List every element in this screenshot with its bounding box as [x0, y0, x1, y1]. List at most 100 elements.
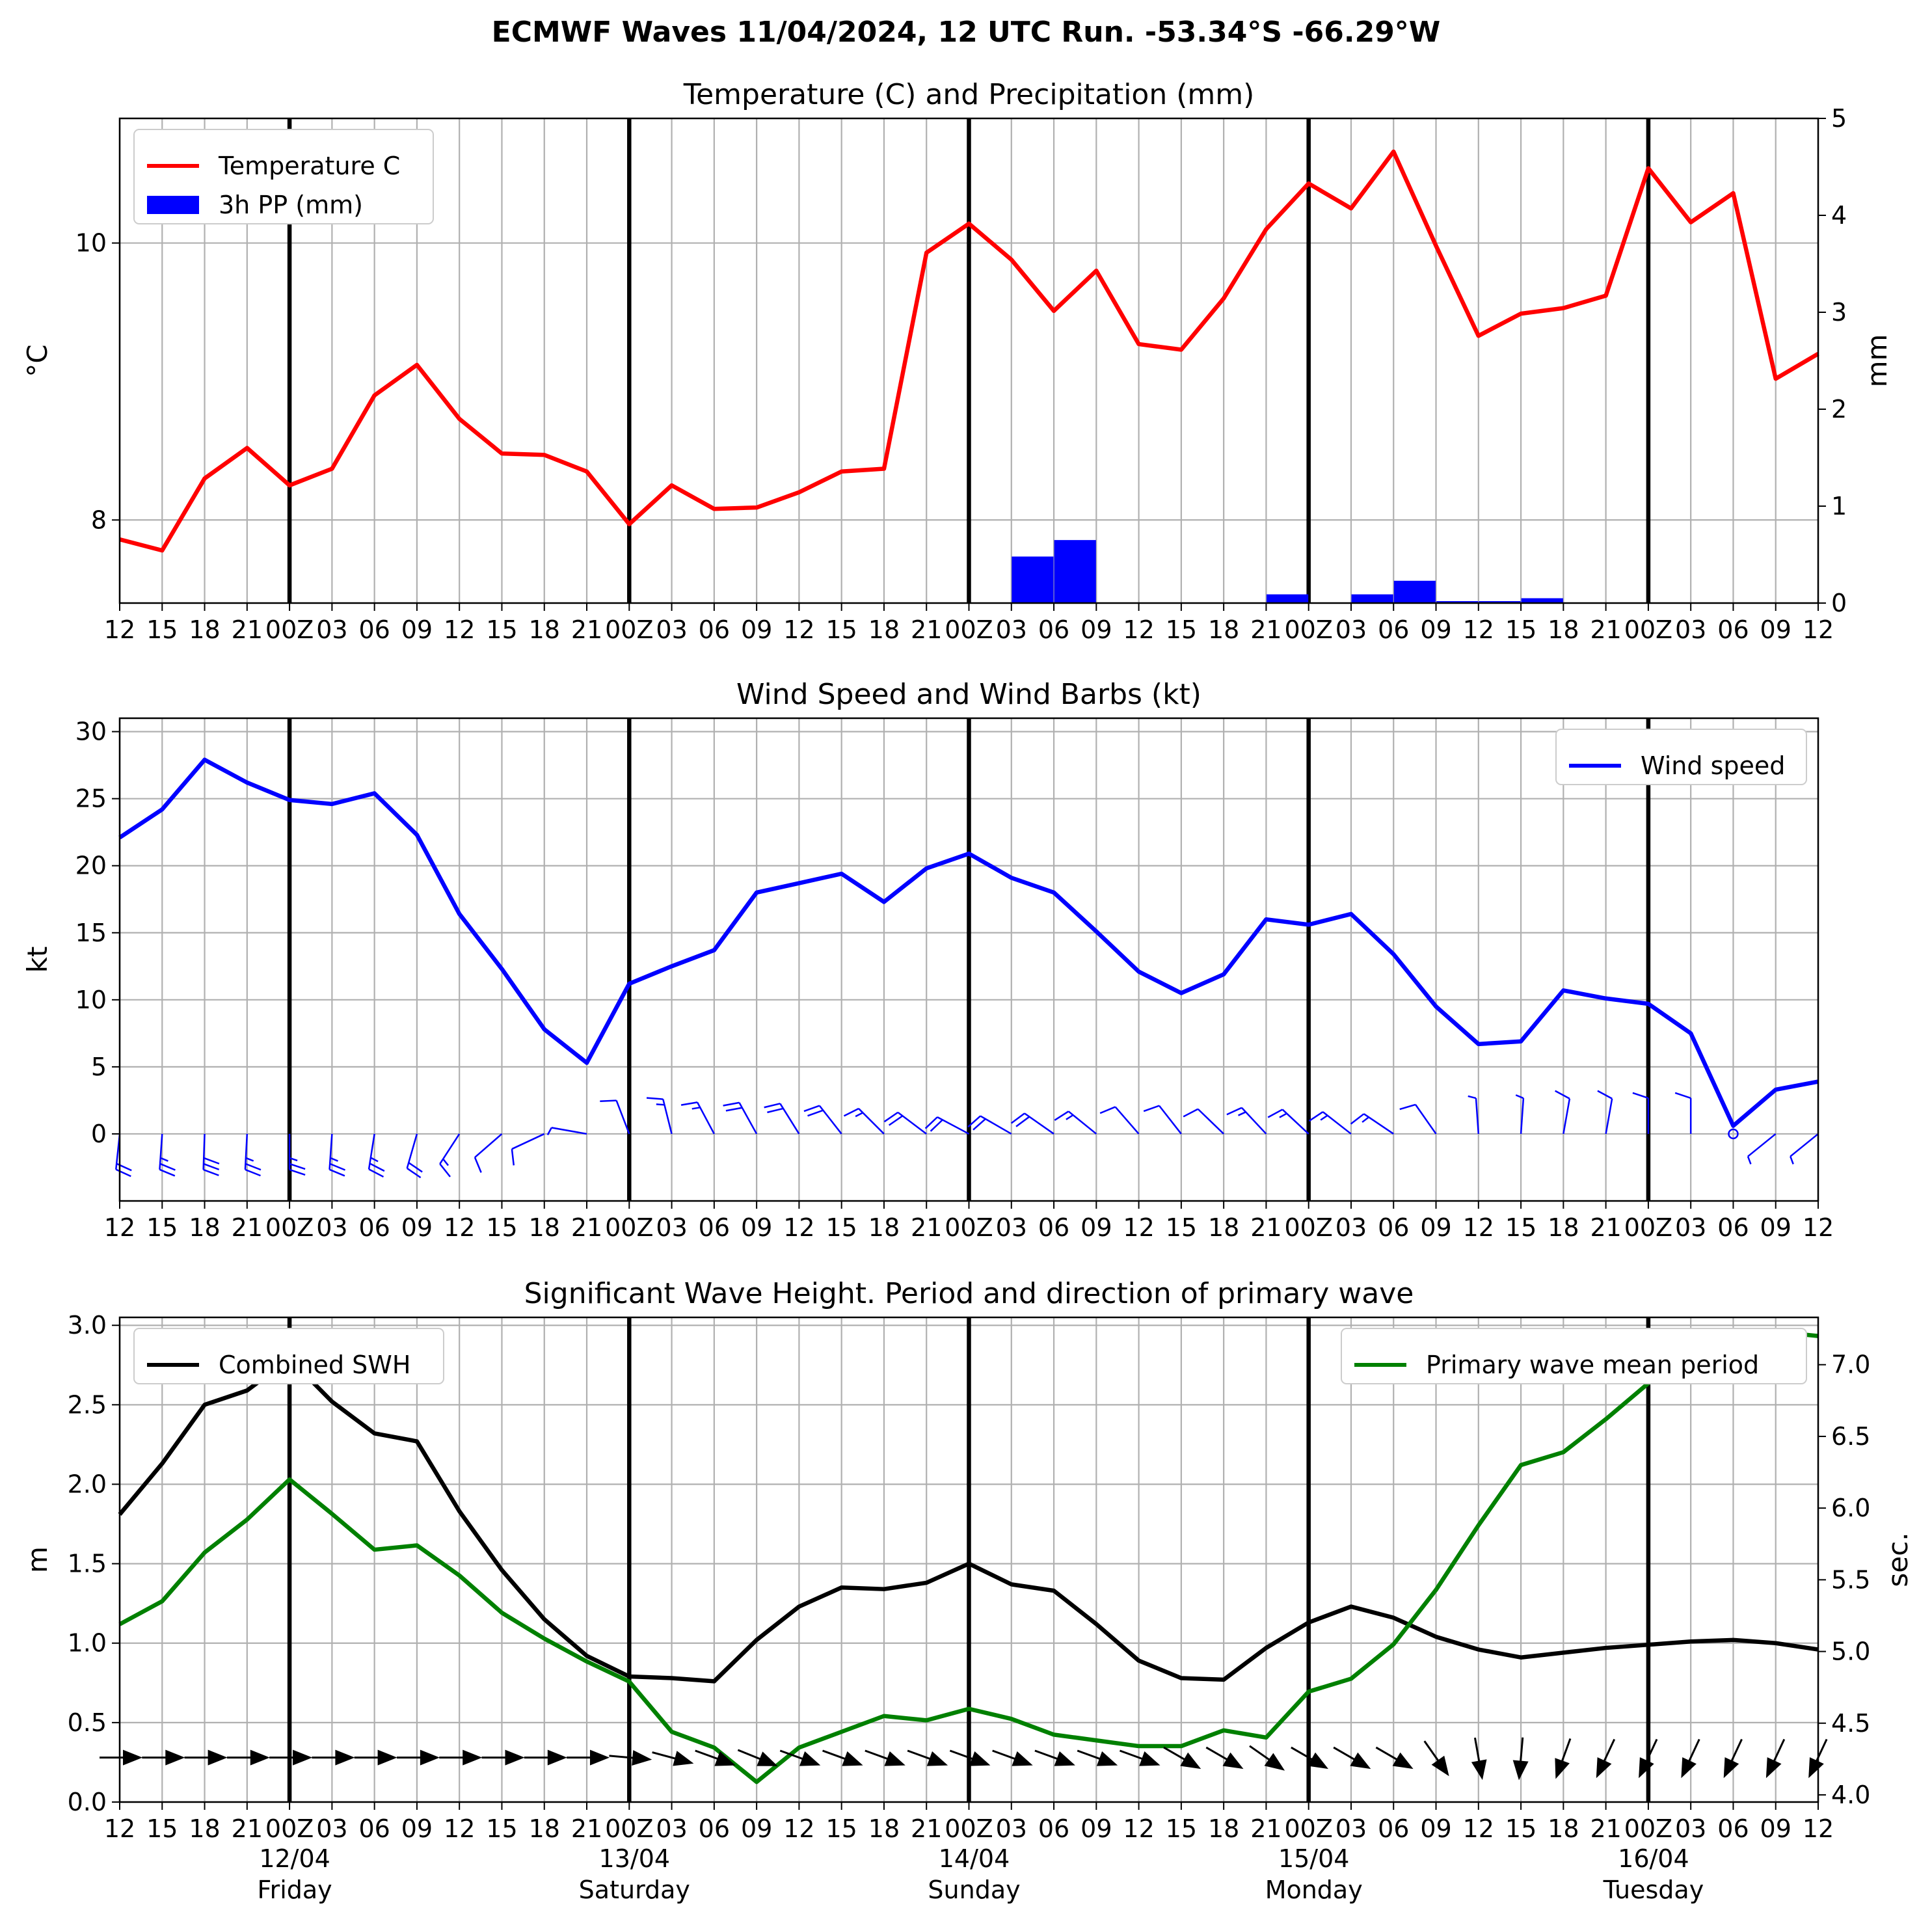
wave-arrow-head: [165, 1750, 185, 1766]
wind-barb: [289, 1134, 305, 1175]
wind-barb: [475, 1134, 502, 1172]
x-tick-label: 21: [571, 615, 602, 644]
wind-barb: [681, 1102, 714, 1134]
x-tick-label: 21: [571, 1814, 602, 1843]
y-right-axis-label: sec.: [1882, 1532, 1914, 1587]
y-tick-label: 0.0: [68, 1788, 107, 1816]
x-tick-label: 18: [189, 1213, 220, 1242]
wind-barb-feather: [204, 1170, 219, 1176]
x-tick-label: 12: [1803, 1213, 1834, 1242]
wind-barb-feather: [804, 1106, 820, 1111]
y-right-tick-label: 0: [1831, 589, 1847, 617]
x-tick-label: 15: [486, 1814, 517, 1843]
x-tick-label: 03: [1335, 1213, 1367, 1242]
x-tick-label: 06: [1717, 1814, 1749, 1843]
x-tick-label: 06: [358, 1213, 390, 1242]
x-tick-label: 15: [1505, 615, 1536, 644]
day-name-label: Sunday: [928, 1876, 1020, 1904]
wave-direction-arrow: [1250, 1746, 1285, 1771]
wind-barb: [1054, 1111, 1096, 1134]
x-tick-label: 06: [358, 615, 390, 644]
x-tick-label: 06: [1378, 1814, 1409, 1843]
y-right-tick-label: 5.0: [1831, 1637, 1870, 1666]
y-right-tick-label: 4: [1831, 201, 1847, 230]
x-tick-label: 12: [1803, 1814, 1834, 1843]
x-tick-label: 09: [1420, 615, 1451, 644]
y-tick-label: 0: [91, 1120, 107, 1148]
x-tick-label: 15: [486, 1213, 517, 1242]
x-tick-label: 12: [783, 1213, 814, 1242]
x-tick-label: 18: [1548, 1814, 1579, 1843]
figure-title: ECMWF Waves 11/04/2024, 12 UTC Run. -53.…: [492, 16, 1441, 49]
x-tick-label: 00Z: [265, 1213, 314, 1242]
wave-direction-arrow: [397, 1750, 440, 1766]
wind-barb: [1227, 1108, 1267, 1134]
wave-direction-arrow: [142, 1750, 185, 1766]
precip-bar: [1267, 595, 1308, 603]
wind-barb-shaft: [1116, 1107, 1139, 1134]
y-right-tick-label: 4.0: [1831, 1781, 1870, 1809]
x-tick-label: 03: [996, 1213, 1027, 1242]
wind-barb-feather: [1598, 1091, 1612, 1099]
wind-barb-feather: [1468, 1096, 1476, 1098]
wave-arrow-head: [1012, 1751, 1032, 1766]
wave-direction-arrow: [567, 1750, 610, 1766]
wave-direction-arrow: [738, 1750, 777, 1766]
wave-arrow-head: [1097, 1751, 1118, 1766]
wave-arrow-head: [885, 1751, 906, 1766]
precip-bar: [1394, 581, 1436, 603]
legend-swatch: [147, 196, 199, 214]
wind-barb: [1555, 1091, 1570, 1134]
wind-barb-feather: [1400, 1105, 1415, 1109]
x-tick-label: 09: [1760, 615, 1791, 644]
day-name-label: Friday: [258, 1876, 332, 1904]
wave-arrow-head: [1724, 1757, 1739, 1778]
x-tick-label: 06: [699, 1814, 730, 1843]
wave-direction-arrow: [993, 1751, 1033, 1766]
x-tick-label: 12: [444, 1213, 475, 1242]
y-right-tick-label: 2: [1831, 395, 1847, 424]
x-tick-label: 03: [1335, 615, 1367, 644]
x-tick-label: 06: [1378, 1213, 1409, 1242]
wind-barb-feather: [204, 1158, 219, 1164]
wave-arrow-head: [548, 1750, 567, 1766]
wave-direction-arrow: [185, 1750, 228, 1766]
x-tick-label: 21: [232, 1213, 263, 1242]
x-tick-label: 06: [358, 1814, 390, 1843]
wave-direction-arrow: [227, 1750, 270, 1766]
wave-direction-arrow: [1206, 1747, 1243, 1769]
x-tick-label: 15: [486, 615, 517, 644]
y-right-tick-label: 3: [1831, 298, 1847, 327]
wave-arrow-head: [1766, 1757, 1782, 1778]
wave-arrow-head: [799, 1751, 820, 1766]
x-tick-label: 06: [1717, 615, 1749, 644]
x-tick-label: 09: [1080, 1814, 1112, 1843]
x-tick-label: 06: [699, 615, 730, 644]
x-tick-label: 06: [1378, 615, 1409, 644]
wind-barb-feather: [647, 1098, 663, 1099]
x-tick-label: 18: [529, 1814, 560, 1843]
y-tick-label: 2.5: [68, 1390, 107, 1419]
wind-barb-feather: [767, 1109, 783, 1112]
wave-arrow-head: [757, 1751, 777, 1766]
x-tick-label: 00Z: [265, 1814, 314, 1843]
wind-barb: [926, 1117, 969, 1134]
y-tick-label: 30: [75, 718, 107, 746]
day-name-label: Saturday: [579, 1876, 690, 1904]
wind-barb-feather: [1362, 1117, 1369, 1122]
y-tick-label: 15: [75, 919, 107, 947]
wave-arrow-head: [1139, 1751, 1160, 1766]
wind-barb-feather: [656, 1104, 665, 1105]
x-tick-label: 12: [444, 615, 475, 644]
x-tick-label: 09: [1420, 1213, 1451, 1242]
wave-arrow-head: [1054, 1751, 1075, 1766]
day-date-label: 15/04: [1278, 1844, 1350, 1873]
temperature-precip-panel: Temperature (C) and Precipitation (mm)81…: [21, 78, 1893, 644]
panel-title: Significant Wave Height. Period and dire…: [524, 1277, 1414, 1310]
wave-arrow-head: [1350, 1753, 1371, 1769]
legend-label: Wind speed: [1641, 751, 1785, 780]
y-right-tick-label: 7.0: [1831, 1351, 1870, 1379]
x-tick-label: 21: [1250, 1814, 1281, 1843]
